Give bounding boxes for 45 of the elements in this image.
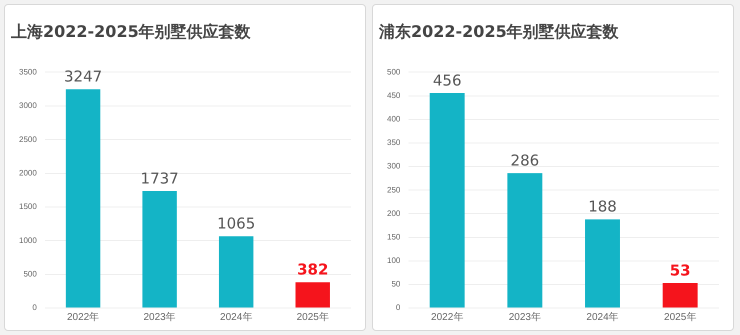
x-tick-label: 2022年 [431, 310, 464, 323]
y-tick-label: 2000 [19, 168, 38, 178]
y-tick-label: 150 [386, 232, 401, 242]
y-tick-label: 250 [386, 185, 401, 194]
bar [430, 92, 465, 308]
chart-title: 上海2022-2025年别墅供应套数 [10, 22, 252, 41]
y-tick-label: 100 [386, 256, 401, 266]
y-tick-label: 300 [386, 162, 401, 171]
bar [218, 236, 254, 308]
y-tick-label: 50 [391, 280, 401, 289]
bar [585, 219, 620, 308]
y-tick-label: 1000 [19, 236, 38, 245]
x-tick-label: 2022年 [66, 310, 100, 323]
bar [296, 282, 330, 308]
y-tick-label: 3500 [19, 67, 38, 76]
y-tick-label: 500 [23, 270, 38, 279]
data-label: 456 [432, 71, 462, 90]
x-tick-label: 2023年 [508, 310, 541, 323]
y-tick-label: 400 [386, 114, 401, 124]
bar [507, 173, 542, 308]
bar [662, 283, 698, 308]
y-tick-label: 450 [386, 90, 401, 100]
x-tick-label: 2025年 [664, 310, 696, 323]
y-tick-label: 0 [32, 303, 38, 312]
x-tick-label: 2024年 [220, 310, 252, 323]
data-label: 1737 [140, 169, 179, 188]
y-tick-label: 0 [396, 303, 401, 312]
data-label: 3247 [64, 68, 102, 86]
bar [66, 89, 100, 308]
data-label: 1065 [217, 214, 256, 233]
data-label: 53 [670, 261, 691, 280]
x-tick-label: 2024年 [586, 310, 619, 323]
y-tick-label: 350 [386, 138, 401, 148]
y-tick-label: 1500 [19, 202, 38, 212]
y-tick-label: 200 [386, 208, 401, 218]
data-label: 382 [297, 260, 328, 279]
y-tick-label: 2500 [19, 134, 38, 144]
chart-title: 浦东2022-2025年别墅供应套数 [378, 22, 620, 41]
x-tick-label: 2023年 [144, 310, 176, 323]
y-tick-label: 3000 [19, 101, 38, 110]
data-label: 286 [510, 152, 540, 170]
y-tick-label: 500 [386, 67, 401, 76]
data-label: 188 [588, 198, 617, 216]
x-tick-label: 2025年 [296, 310, 329, 323]
bar [142, 190, 177, 308]
